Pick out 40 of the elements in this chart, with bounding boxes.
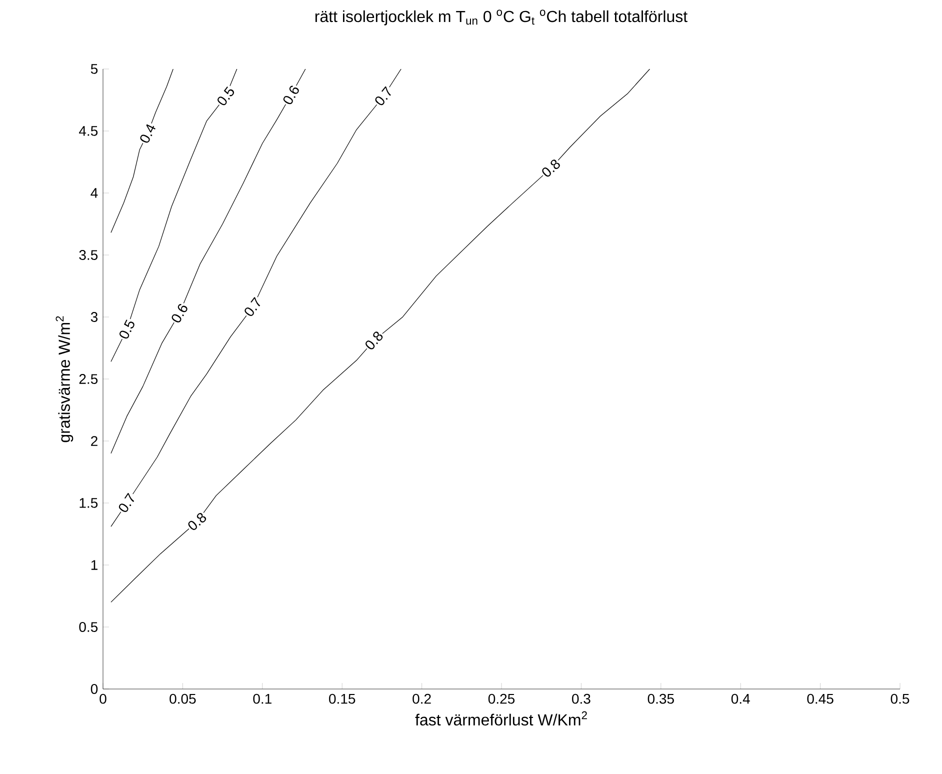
x-tick-label: 0.35 [648,694,674,704]
annotation: 0.7 [375,86,391,106]
y-tick-label: 0 [90,684,98,694]
y-tick-label: 4 [90,188,98,198]
line-series [110,68,238,362]
y-tick-label: 1.5 [80,498,98,508]
line-series [110,68,306,454]
annotation: 0.6 [172,304,188,322]
y-tick-label: 1 [91,560,98,570]
y-tick-label: 3 [90,312,98,322]
y-tick-label: 4.5 [79,126,98,136]
annotation: 0.5 [120,320,134,339]
annotation: 0.4 [140,124,156,143]
y-tick-label: 3.5 [79,250,98,260]
line-series [110,68,650,602]
y-axis-title: gratisvärme W/m$^{2}$ [56,316,74,442]
line-series [110,68,174,233]
x-tick-label: 0 [100,694,106,704]
annotation: 0.8 [542,160,560,177]
x-tick-label: 0.4 [731,694,750,704]
x-tick-label: 0.05 [170,694,196,704]
annotation: 0.5 [218,86,234,106]
annotation: 0.7 [244,296,260,316]
x-tick-label: 0.3 [572,694,590,704]
annotation: 0.7 [118,492,134,512]
x-tick-label: 0.2 [412,694,431,704]
x-tick-label: 0.45 [807,694,834,704]
x-tick-label: 0.1 [253,694,272,704]
annotation: 0.8 [366,332,383,350]
x-tick-label: 0.5 [890,694,910,704]
x-tick-label: 0.15 [329,694,356,704]
y-tick-label: 0.5 [79,622,98,632]
annotation: 0.8 [188,513,206,530]
y-tick-label: 2.5 [79,374,98,384]
x-axis-title: fast värmeförlust W/Km$^{2}$ [415,711,587,726]
annotation: 0.6 [283,86,299,104]
y-tick-label: 2 [91,436,98,446]
y-tick-label: 5 [90,64,98,74]
chart-title: rätt isolertjocklek m T$_{un}$ 0 $^{o}$C G$_{t}$ $^{o}$Ch tabell totalförlust [315,10,688,26]
x-tick-label: 0.25 [488,694,515,704]
